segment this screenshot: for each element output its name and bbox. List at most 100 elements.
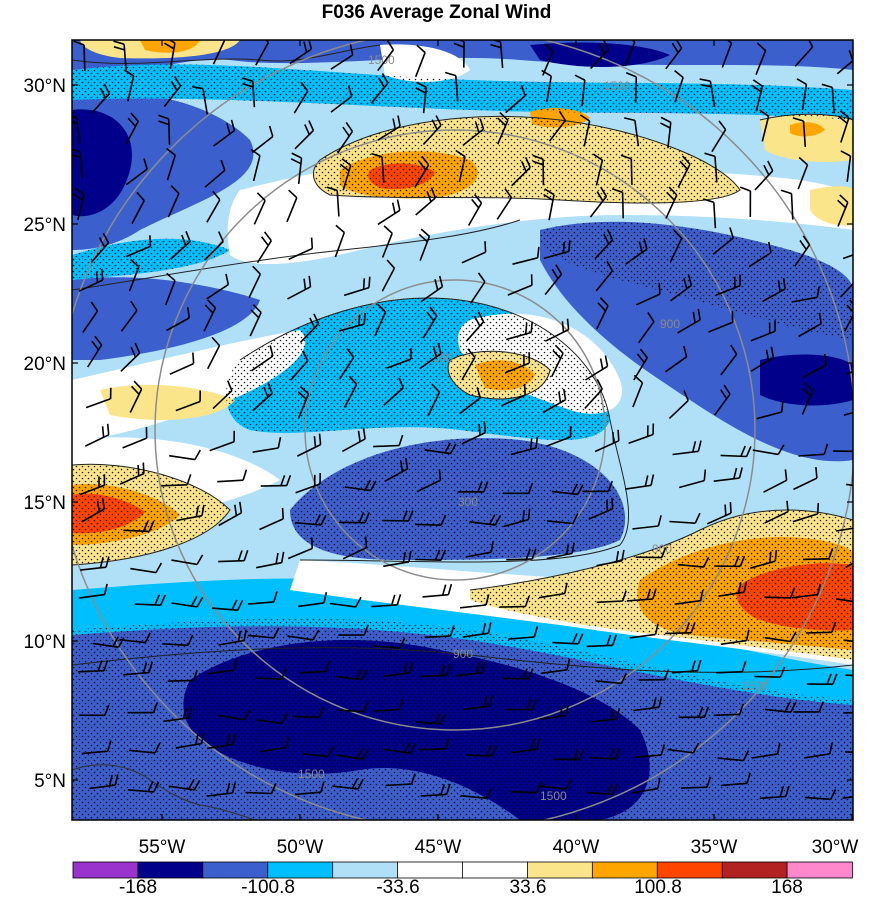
wind-barb-shaft: [460, 794, 487, 800]
wind-barb-shaft: [669, 520, 696, 524]
wind-barb-shaft: [629, 633, 656, 639]
wind-barb-shaft: [338, 323, 365, 332]
wind-barb-flag: [440, 549, 447, 561]
wind-barb-shaft: [459, 397, 481, 415]
wind-barb-flag: [194, 449, 201, 460]
wind-barb-shaft: [217, 479, 244, 483]
wind-barb-flag: [668, 186, 678, 196]
wind-barb-flag: [112, 636, 119, 647]
wind-barb-flag: [559, 705, 564, 717]
wind-barb-shaft: [123, 44, 127, 71]
wind-barb-flag: [779, 666, 786, 678]
wind-barb-flag: [652, 588, 657, 600]
wind-barb-flag: [839, 110, 850, 119]
wind-barb-flag: [446, 664, 451, 676]
wind-barb-flag: [852, 450, 853, 452]
wind-barb-shaft: [594, 239, 614, 260]
wind-barb-flag: [226, 380, 233, 392]
wind-barb-shaft: [505, 94, 526, 114]
wind-barb-shaft: [581, 80, 586, 107]
wind-barb-shaft: [247, 634, 274, 639]
wind-barb-flag: [280, 551, 285, 563]
wind-barb-flag: [437, 342, 442, 354]
wind-barb-flag: [369, 480, 377, 491]
wind-barb-shaft: [632, 382, 644, 408]
wind-barb-shaft: [75, 117, 81, 144]
wind-barb-flag: [745, 446, 752, 457]
wind-barb-shaft: [754, 675, 781, 678]
wind-barb-flag: [840, 150, 851, 157]
wind-barb-flag: [323, 592, 328, 604]
lon-label-35w: 35°W: [691, 837, 738, 858]
wind-barb-flag: [612, 784, 619, 795]
wind-barb-flag: [657, 515, 662, 527]
wind-barb-shaft: [798, 453, 825, 457]
wind-barb-shaft: [381, 267, 396, 292]
ring-label-1500-b: 1500: [604, 79, 631, 93]
wind-barb-flag: [431, 119, 438, 130]
wind-barb-shaft: [294, 129, 314, 150]
wind-barb-shaft: [424, 635, 451, 639]
wind-barb-flag: [440, 514, 447, 526]
wind-barb-flag: [318, 706, 325, 718]
wind-barb-shaft: [845, 483, 853, 487]
wind-barb-flag: [133, 380, 143, 390]
wind-barb-flag: [473, 315, 481, 327]
wind-barb-shaft: [79, 484, 105, 496]
wind-barb-flag: [226, 123, 231, 135]
wind-barb-flag: [397, 115, 401, 127]
wind-barb-flag: [652, 697, 657, 709]
wind-barb-shaft: [790, 193, 794, 220]
wind-barb-flag: [327, 746, 334, 757]
wind-barb-shaft: [465, 551, 492, 558]
colorbar-label-5: 168: [771, 877, 803, 898]
wind-barb-shaft: [843, 313, 853, 332]
wind-barb-shaft: [839, 282, 853, 298]
wind-barb-shaft: [846, 155, 852, 182]
wind-barb-shaft: [621, 192, 624, 219]
wind-barb-shaft: [635, 754, 662, 758]
wind-barb-flag: [839, 194, 849, 203]
wind-barb-flag: [703, 706, 710, 718]
wind-barb-flag: [326, 186, 338, 192]
wind-barb-flag: [566, 318, 570, 330]
wind-barb-flag: [363, 313, 366, 325]
wind-barb-flag: [692, 742, 700, 754]
wind-barb-shaft: [296, 443, 321, 457]
wind-barb-flag: [136, 191, 145, 202]
wind-barb-flag: [268, 125, 274, 137]
wind-barb-flag: [679, 160, 688, 170]
wind-barb-flag: [568, 240, 571, 252]
wind-barb-flag: [478, 424, 481, 436]
wind-barb-shaft: [251, 81, 256, 108]
wind-barb-shaft: [634, 120, 640, 147]
lon-label-45w: 45°W: [415, 837, 462, 858]
wind-barb-flag: [790, 702, 797, 713]
wind-barb-flag: [378, 77, 385, 88]
wind-barb-shaft: [120, 352, 141, 372]
wind-barb-shaft: [286, 197, 298, 223]
wind-barb-flag: [779, 786, 785, 798]
wind-barb-flag: [746, 772, 751, 784]
wind-barb-flag: [683, 346, 688, 357]
wind-barb-flag: [660, 547, 667, 558]
wind-barb-flag: [597, 302, 607, 312]
wind-barb-flag: [408, 662, 414, 674]
wind-barb-flag: [166, 272, 176, 282]
wind-barb-shaft: [466, 754, 493, 757]
lon-axis: [161, 40, 853, 820]
wind-barb-shaft: [794, 244, 811, 267]
wind-barb-shaft: [123, 529, 150, 533]
wind-barb-shaft: [294, 791, 321, 796]
wind-barb-flag: [617, 429, 620, 441]
wind-barb-flag: [362, 278, 366, 290]
wind-barb-flag: [562, 241, 566, 253]
wind-barb-shaft: [373, 645, 400, 649]
wind-barb-flag: [303, 278, 307, 290]
wind-barb-flag: [770, 346, 775, 358]
wind-barb-shaft: [204, 241, 224, 261]
wind-barb-flag: [856, 517, 858, 528]
wind-barb-shaft: [750, 330, 776, 342]
wind-barb-flag: [821, 83, 833, 89]
wind-barb-flag: [188, 779, 195, 790]
